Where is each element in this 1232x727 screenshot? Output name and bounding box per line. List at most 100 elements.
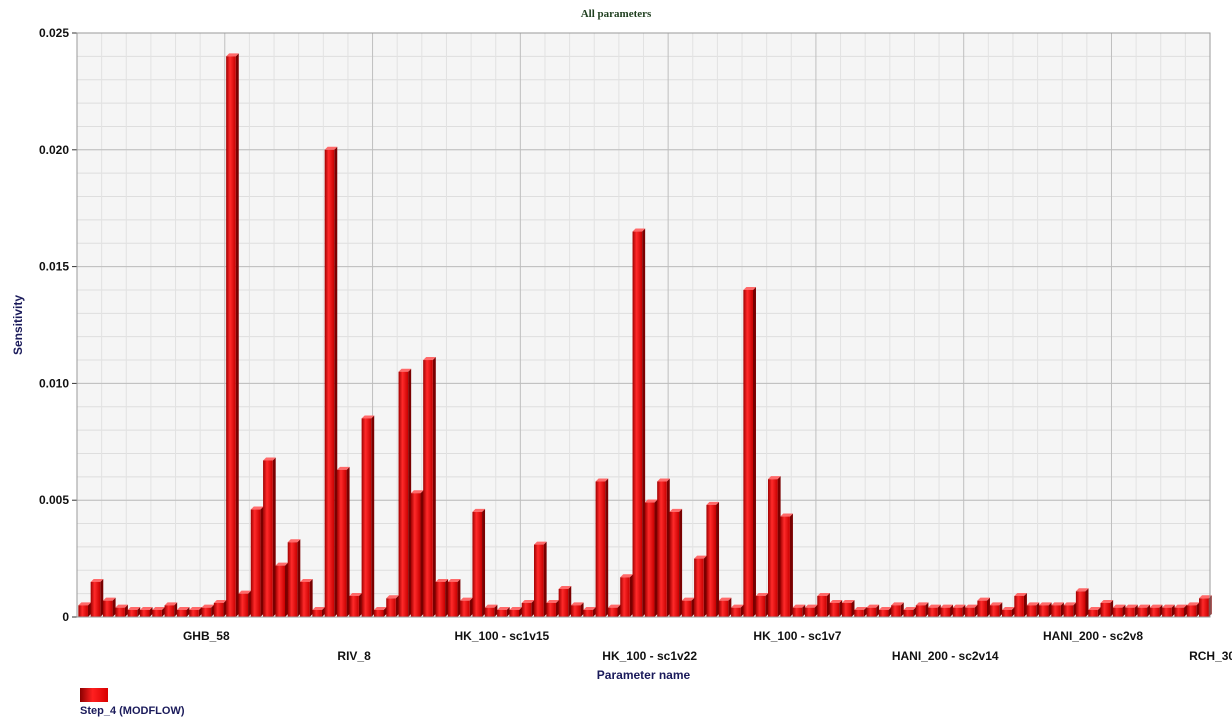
bar-face xyxy=(644,502,655,617)
bar-face xyxy=(595,481,606,617)
bar-side xyxy=(321,606,325,617)
bar-face xyxy=(854,609,864,617)
bar-side xyxy=(297,539,301,617)
bar-top xyxy=(324,146,338,150)
plot-border xyxy=(76,32,1211,618)
bar-face xyxy=(1014,595,1024,617)
bar-face xyxy=(583,609,593,617)
bar-face xyxy=(410,493,421,617)
bar-top xyxy=(928,604,941,608)
bar-face xyxy=(915,605,926,617)
bar xyxy=(1174,604,1188,617)
bar-top xyxy=(361,415,375,419)
bar-side xyxy=(728,597,732,617)
bar-face xyxy=(238,593,249,617)
bar-top xyxy=(1026,602,1040,606)
bar xyxy=(681,597,695,617)
bar xyxy=(361,415,375,617)
bar-face xyxy=(127,609,138,617)
bar-top xyxy=(755,592,769,596)
bar-top xyxy=(804,604,818,608)
bar xyxy=(152,606,165,617)
bar-top xyxy=(201,604,215,608)
bar-face xyxy=(386,598,396,617)
bar xyxy=(324,146,338,618)
bar xyxy=(398,368,412,617)
bar xyxy=(164,602,178,617)
bar-side xyxy=(457,578,461,617)
bar-face xyxy=(965,607,975,617)
bar-top xyxy=(915,602,929,606)
bar-side xyxy=(962,604,966,617)
bar-face xyxy=(903,609,914,617)
bar-side xyxy=(408,368,412,617)
bar xyxy=(226,53,239,618)
bar-top xyxy=(226,53,239,57)
bar-side xyxy=(1171,604,1175,617)
bar-top xyxy=(1186,602,1200,606)
bar-side xyxy=(839,599,843,617)
bar-top xyxy=(1075,588,1089,592)
bar-side xyxy=(1184,604,1188,617)
bar-top xyxy=(558,585,572,589)
bar xyxy=(386,595,399,617)
bar xyxy=(903,606,917,617)
bar-side xyxy=(777,476,781,617)
bar xyxy=(509,606,522,617)
bar xyxy=(213,599,227,617)
bar-side xyxy=(851,599,855,617)
bar-side xyxy=(863,606,867,617)
bar-top xyxy=(780,513,793,517)
bar xyxy=(1100,599,1114,617)
bar-side xyxy=(285,562,289,617)
bar-side xyxy=(383,606,387,617)
bar-top xyxy=(694,555,707,559)
bar-top xyxy=(570,602,584,606)
bar-face xyxy=(1125,607,1135,617)
bar xyxy=(841,599,855,617)
y-tick-label: 0.025 xyxy=(39,26,69,40)
bar-face xyxy=(817,595,827,617)
bar-side xyxy=(555,599,559,617)
y-axis-label: Sensitivity xyxy=(11,295,25,355)
bar-top xyxy=(238,590,252,594)
bar-top xyxy=(484,604,498,608)
bar-top xyxy=(1063,602,1077,606)
bar-side xyxy=(346,466,350,617)
bar-top xyxy=(497,606,510,610)
bar-face xyxy=(1174,607,1185,617)
bar-face xyxy=(250,509,261,617)
bar xyxy=(534,541,547,617)
bar-side xyxy=(703,555,707,617)
bar-side xyxy=(605,478,609,617)
bar-side xyxy=(900,602,904,617)
bar xyxy=(349,592,362,617)
bar-top xyxy=(472,508,486,512)
bar-side xyxy=(494,604,498,617)
bar xyxy=(250,506,264,617)
bar-side xyxy=(802,604,806,617)
bar-side xyxy=(186,606,190,617)
bar-face xyxy=(534,544,544,617)
bar-top xyxy=(213,599,227,603)
bar xyxy=(435,578,449,617)
bar-side xyxy=(260,506,264,617)
bar-top xyxy=(1137,604,1151,608)
bar-face xyxy=(1186,605,1197,617)
bar-face xyxy=(792,607,803,617)
bar-side xyxy=(506,606,510,617)
bar-side xyxy=(814,604,818,617)
bar-face xyxy=(706,504,717,617)
bar-side xyxy=(1073,602,1077,617)
bar-side xyxy=(592,606,596,617)
bar-side xyxy=(395,595,399,617)
bar-face xyxy=(928,607,938,617)
bar xyxy=(558,585,572,617)
y-tick-label: 0.020 xyxy=(39,143,69,157)
bar xyxy=(632,228,646,617)
bar xyxy=(287,539,301,617)
bar-top xyxy=(398,368,412,372)
bar-top xyxy=(152,606,165,610)
bar-top xyxy=(521,599,535,603)
bar-face xyxy=(866,607,877,617)
